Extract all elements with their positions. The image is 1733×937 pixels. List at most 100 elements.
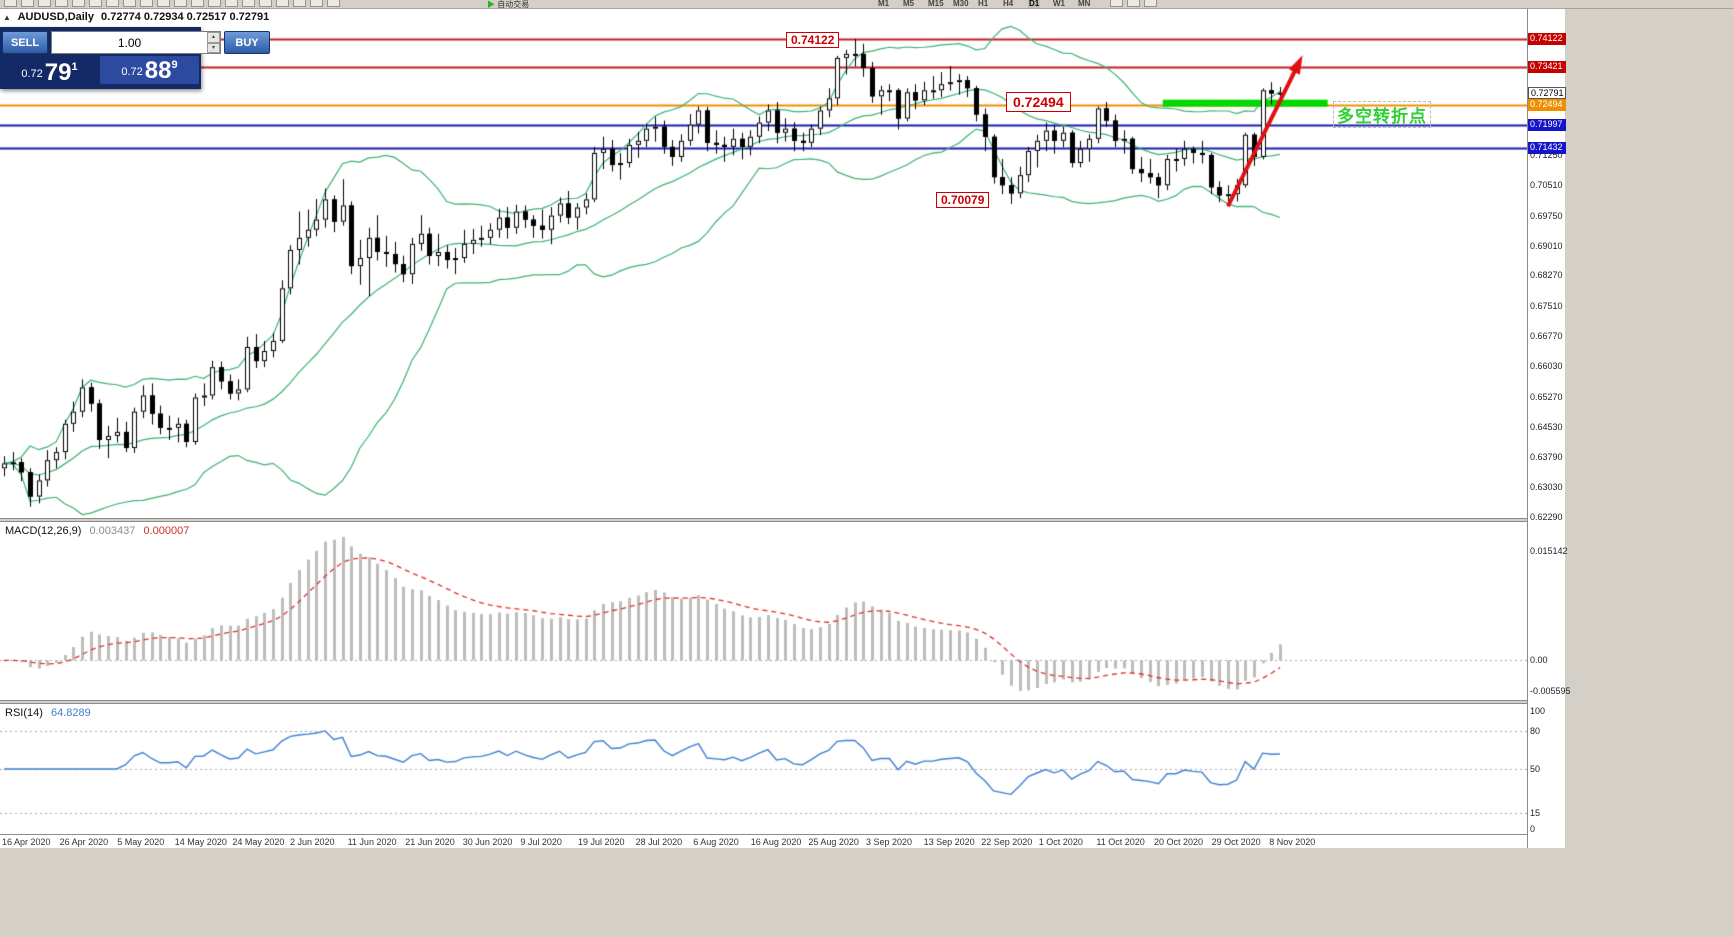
price-tag: 0.72494 [1528, 98, 1566, 111]
macd-label: MACD(12,26,9) 0.003437 0.000007 [5, 525, 194, 537]
text-label-icon[interactable] [293, 0, 306, 7]
indicators-icon[interactable] [1110, 0, 1123, 7]
strategy-tester-icon[interactable] [157, 0, 170, 7]
buy-price-big-digits: 88 [144, 57, 172, 84]
rsi-scale-label: 15 [1530, 808, 1541, 819]
rsi-indicator-canvas[interactable] [0, 704, 1527, 834]
sell-button[interactable]: SELL [2, 31, 48, 54]
sell-price-pipette: 1 [71, 61, 78, 73]
timeframe-button-m15[interactable]: M15 [928, 0, 944, 8]
window-cascade-icon[interactable] [1144, 0, 1157, 7]
collapse-quote-panel-icon[interactable]: ▲ [3, 13, 11, 22]
navigator-icon[interactable] [123, 0, 136, 7]
volume-down-button[interactable]: ▾ [207, 42, 220, 53]
rsi-name: RSI(14) [5, 707, 43, 719]
macd-indicator-canvas[interactable] [0, 522, 1527, 700]
date-label: 3 Sep 2020 [866, 837, 913, 847]
shapes-icon[interactable] [327, 0, 340, 7]
date-label: 9 Jul 2020 [520, 837, 562, 847]
volume-stepper: ▴ ▾ [207, 32, 220, 53]
macd-scale-max: 0.015142 [1530, 546, 1568, 556]
timeframe-button-h1[interactable]: H1 [978, 0, 989, 8]
price-tick-label: 0.63790 [1530, 451, 1563, 462]
new-order-icon[interactable] [4, 0, 17, 7]
date-label: 11 Jun 2020 [347, 837, 397, 847]
candlestick-chart-icon[interactable] [38, 0, 51, 7]
line-chart-icon[interactable] [55, 0, 68, 7]
timeframe-button-d1[interactable]: D1 [1028, 0, 1041, 8]
cursor-icon[interactable] [174, 0, 187, 7]
toolbar-icon-group [2, 0, 342, 7]
zoom-in-icon[interactable] [72, 0, 85, 7]
price-annotation-low[interactable]: 0.70079 [936, 192, 990, 208]
price-tag: 0.73421 [1528, 61, 1566, 74]
price-tick-label: 0.68270 [1530, 270, 1563, 281]
date-label: 16 Apr 2020 [2, 837, 51, 847]
horizontal-line-icon[interactable] [225, 0, 238, 7]
price-tick-label: 0.66030 [1530, 360, 1563, 371]
tile-windows-icon[interactable] [106, 0, 119, 7]
price-annotation-high[interactable]: 0.74122 [786, 32, 840, 48]
volume-up-button[interactable]: ▴ [207, 32, 220, 43]
timeframe-button-m5[interactable]: M5 [903, 0, 915, 8]
autotrading-button[interactable]: ▶ 自动交易 [487, 0, 530, 9]
price-tick-label: 0.64530 [1530, 421, 1563, 432]
volume-input[interactable] [52, 32, 207, 53]
rsi-scale-label: 80 [1530, 726, 1541, 737]
price-tick-label: 0.70510 [1530, 179, 1563, 190]
date-label: 13 Sep 2020 [923, 837, 975, 847]
price-tick-label: 0.65270 [1530, 391, 1563, 402]
price-tick-label: 0.69010 [1530, 240, 1563, 251]
timeframe-button-m30[interactable]: M30 [953, 0, 969, 8]
price-scale[interactable]: 0.71250 0.70510 0.69750 0.69010 0.68270 0.675… [1527, 9, 1571, 848]
autotrading-label: 自动交易 [497, 0, 530, 9]
date-label: 20 Oct 2020 [1154, 837, 1204, 847]
main-chart-canvas[interactable] [0, 9, 1527, 518]
fibonacci-icon[interactable] [276, 0, 289, 7]
date-label: 29 Oct 2020 [1211, 837, 1261, 847]
buy-button[interactable]: BUY [224, 31, 270, 54]
zoom-out-icon[interactable] [89, 0, 102, 7]
price-tick-label: 0.71250 [1530, 149, 1563, 160]
macd-scale-min: -0.005595 [1530, 686, 1571, 696]
date-label: 22 Sep 2020 [981, 837, 1033, 847]
date-label: 2 Jun 2020 [290, 837, 335, 847]
rsi-scale-label: 100 [1530, 706, 1546, 716]
channel-icon[interactable] [259, 0, 272, 7]
panel-resize-handle[interactable] [0, 518, 1565, 522]
time-axis[interactable]: 16 Apr 2020 26 Apr 2020 5 May 2020 14 May 2… [0, 834, 1565, 848]
price-tick-label: 0.69750 [1530, 210, 1563, 221]
date-label: 16 Aug 2020 [750, 837, 802, 847]
date-label: 19 Jul 2020 [578, 837, 625, 847]
ohlc-values: 0.72774 0.72934 0.72517 0.72791 [101, 11, 270, 23]
timeframe-button-m1[interactable]: M1 [878, 0, 890, 8]
date-label: 11 Oct 2020 [1096, 837, 1145, 847]
date-label: 6 Aug 2020 [693, 837, 739, 847]
trendline-icon[interactable] [242, 0, 255, 7]
chart-symbol-header: ▲ AUDUSD,Daily 0.72774 0.72934 0.72517 0… [3, 11, 273, 23]
date-label: 28 Jul 2020 [635, 837, 683, 847]
timeframe-button-w1[interactable]: W1 [1053, 0, 1065, 8]
timeframe-button-h4[interactable]: H4 [1003, 0, 1014, 8]
arrows-icon[interactable] [310, 0, 323, 7]
price-tag: 0.71997 [1528, 118, 1566, 131]
crosshair-icon[interactable] [191, 0, 204, 7]
terminal-icon[interactable] [140, 0, 153, 7]
panel-resize-handle[interactable] [0, 700, 1565, 704]
date-label: 26 Apr 2020 [59, 837, 109, 847]
price-tick-label: 0.63030 [1530, 482, 1563, 493]
price-annotation-mid[interactable]: 0.72494 [1006, 92, 1071, 112]
vertical-line-icon[interactable] [208, 0, 221, 7]
timeframe-button-mn[interactable]: MN [1078, 0, 1091, 8]
chart-bars-icon[interactable] [21, 0, 34, 7]
rsi-label: RSI(14) 64.8289 [5, 707, 96, 719]
date-label: 30 Jun 2020 [462, 837, 513, 847]
price-tick-label: 0.62290 [1530, 512, 1563, 523]
turning-point-note[interactable]: 多空转折点 [1333, 101, 1431, 128]
sell-price[interactable]: 0.72 79 1 [0, 55, 99, 86]
templates-icon[interactable] [1127, 0, 1140, 7]
date-label: 1 Oct 2020 [1038, 837, 1083, 847]
buy-price[interactable]: 0.72 88 9 [100, 56, 199, 84]
buy-price-prefix: 0.72 [121, 66, 143, 78]
